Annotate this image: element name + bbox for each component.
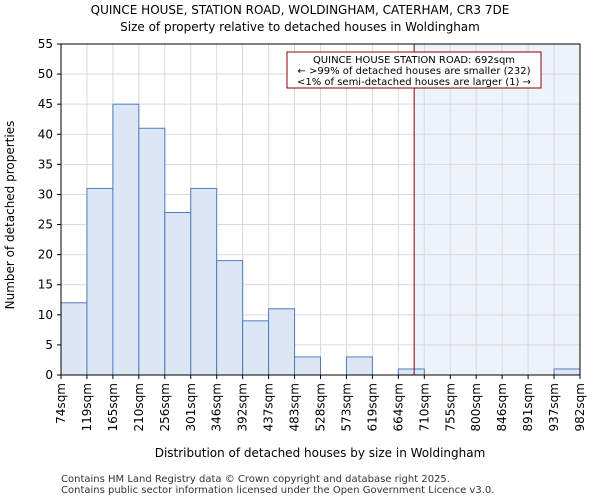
y-tick-label: 20 [38, 248, 53, 262]
x-tick-label: 619sqm [365, 383, 379, 431]
x-tick-label: 891sqm [521, 383, 535, 431]
y-tick-label: 0 [45, 368, 53, 382]
bar [138, 127, 166, 376]
x-tick-label: 74sqm [54, 383, 68, 424]
chart-subtitle: Size of property relative to detached ho… [120, 20, 480, 34]
y-tick-label: 5 [45, 338, 53, 352]
y-axis-label: Number of detached properties [3, 121, 17, 310]
x-tick-label: 573sqm [339, 383, 353, 431]
x-tick-label: 119sqm [80, 383, 94, 431]
x-tick-label: 800sqm [469, 383, 483, 431]
annotation-box [286, 51, 542, 89]
x-axis-label: Distribution of detached houses by size … [155, 446, 486, 460]
plot-area: 0 5 10 15 20 25 30 35 40 45 50 55 74sqm 119sqm 165sqm 2… [38, 37, 587, 431]
annotation-line: QUINCE HOUSE STATION ROAD: 692sqm [313, 55, 515, 66]
y-tick-label: 35 [38, 157, 53, 171]
x-tick-label: 664sqm [391, 383, 405, 431]
x-tick-label: 982sqm [573, 383, 587, 431]
bar [242, 320, 270, 376]
x-tick-label: 483sqm [288, 383, 302, 431]
x-tick-label: 755sqm [443, 383, 457, 431]
x-tick-label: 392sqm [236, 383, 250, 431]
x-tick-label: 437sqm [262, 383, 276, 431]
x-tick-label: 937sqm [547, 383, 561, 431]
footer-line-1: Contains HM Land Registry data © Crown c… [61, 474, 450, 485]
bar [294, 356, 321, 376]
highlight-region [414, 44, 580, 375]
bar [86, 187, 114, 376]
y-tick-label: 45 [38, 97, 53, 111]
y-tick-label: 55 [38, 37, 53, 51]
bar [553, 368, 581, 376]
y-tick-label: 30 [38, 187, 53, 201]
bar [268, 308, 296, 376]
bar [164, 212, 192, 376]
x-tick-label: 256sqm [158, 383, 172, 431]
bar [345, 356, 373, 376]
x-tick-label: 210sqm [132, 383, 146, 431]
x-tick-label: 301sqm [184, 383, 198, 431]
x-tick-label: 165sqm [106, 383, 120, 431]
y-tick-label: 40 [38, 127, 53, 141]
y-tick-label: 10 [38, 308, 53, 322]
y-tick-label: 25 [38, 218, 53, 232]
x-tick-label: 846sqm [495, 383, 509, 431]
x-tick-label: 528sqm [314, 383, 328, 431]
x-tick-label: 346sqm [210, 383, 224, 431]
bar [112, 103, 140, 376]
chart-title: QUINCE HOUSE, STATION ROAD, WOLDINGHAM, … [91, 3, 510, 17]
bar [216, 260, 244, 376]
footer-line-2: Contains public sector information licen… [61, 485, 495, 496]
annotation-line: ← >99% of detached houses are smaller (2… [297, 66, 530, 77]
y-tick-label: 50 [38, 67, 53, 81]
bar [397, 368, 425, 376]
x-tick-label: 710sqm [417, 383, 431, 431]
bar [190, 187, 218, 376]
bar [60, 302, 88, 376]
y-tick-label: 15 [38, 278, 53, 292]
annotation-line: <1% of semi-detached houses are larger (… [297, 77, 531, 88]
